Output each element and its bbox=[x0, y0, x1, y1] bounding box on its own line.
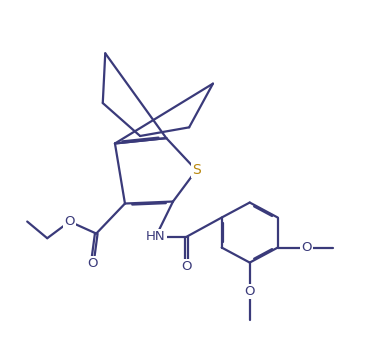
Text: O: O bbox=[301, 241, 312, 254]
Text: O: O bbox=[64, 215, 75, 228]
Text: O: O bbox=[181, 260, 192, 273]
Text: HN: HN bbox=[146, 230, 166, 243]
Text: O: O bbox=[244, 285, 255, 298]
Text: O: O bbox=[87, 257, 98, 270]
Text: S: S bbox=[192, 163, 201, 177]
